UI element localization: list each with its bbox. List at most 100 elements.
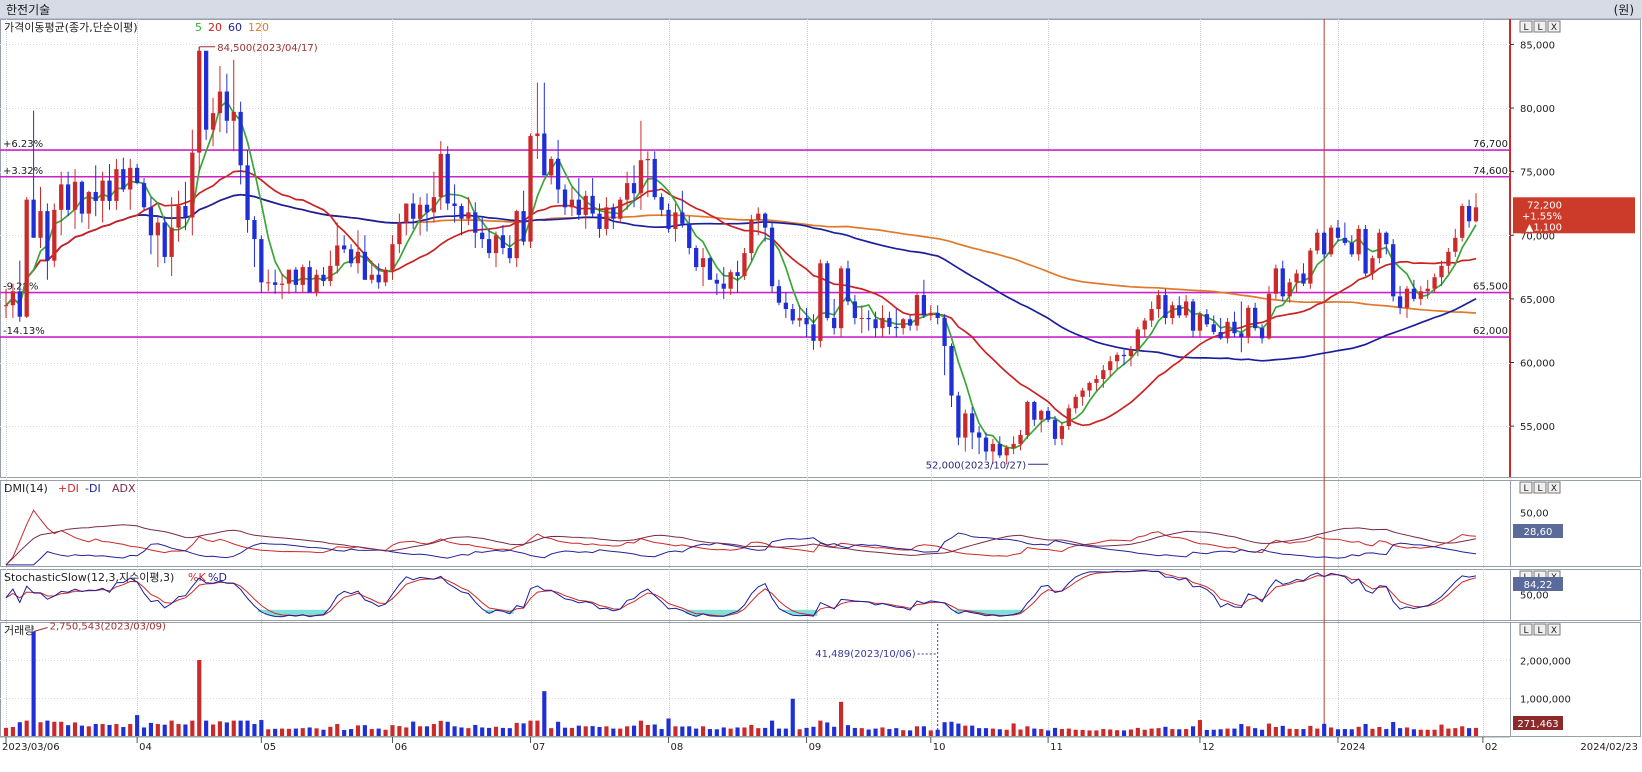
volume-bar — [1259, 729, 1265, 736]
volume-bar — [1335, 729, 1341, 736]
volume-bar — [977, 728, 982, 736]
panel-control-label[interactable]: L — [1537, 23, 1542, 33]
candle-body — [342, 245, 347, 250]
volume-legend-title: 거래량 — [4, 624, 34, 637]
candle-body — [583, 195, 588, 215]
volume-bar — [355, 725, 361, 736]
candle-body — [776, 286, 782, 303]
volume-bar — [535, 720, 540, 736]
volume-bar — [1011, 723, 1016, 736]
volume-bar — [155, 724, 160, 736]
candle-body — [480, 232, 485, 240]
panel-control-button — [1519, 20, 1533, 33]
stock-chart: LLXLLXLLXLLX 가격이동평균(종가,단순이평)5206012076,7… — [0, 19, 1641, 753]
candle-body — [1101, 370, 1106, 380]
oversold-fill — [810, 609, 818, 617]
volume-bar — [1253, 728, 1258, 736]
panel-control-label[interactable]: L — [1523, 484, 1528, 494]
candle-body — [1308, 250, 1313, 284]
candle-body — [452, 203, 457, 207]
volume-bar — [38, 722, 43, 736]
candle-body — [507, 248, 512, 259]
volume-bar — [1128, 729, 1133, 736]
candle-body — [852, 301, 858, 318]
volume-bar — [383, 729, 388, 736]
volume-bar — [949, 721, 954, 736]
volume-tick-label: 2,000,000 — [1520, 657, 1571, 668]
candle-body — [10, 291, 16, 306]
volume-bar — [1439, 724, 1444, 736]
candle-body — [956, 395, 961, 438]
volume-bar — [231, 720, 236, 736]
volume-bar — [135, 715, 140, 736]
candle-body — [1142, 320, 1147, 330]
candle-body — [673, 212, 678, 229]
price-legend-title: 가격이동평균(종가,단순이평) — [4, 21, 138, 34]
candle-body — [631, 183, 637, 194]
volume-bar — [1308, 725, 1313, 736]
candle-body — [1363, 228, 1368, 274]
panel-control-label[interactable]: X — [1551, 626, 1557, 636]
candle-body — [949, 345, 954, 396]
volume-bar — [1273, 726, 1278, 736]
volume-bar — [176, 724, 181, 736]
volume-bar — [480, 727, 485, 736]
panel-control-label[interactable]: L — [1523, 626, 1528, 636]
volume-bar — [362, 725, 367, 736]
x-tick-label: 02 — [1485, 742, 1498, 753]
hline-pct-label: +6.23% — [3, 139, 43, 150]
panel-control-label[interactable]: X — [1551, 23, 1557, 33]
volume-bar — [873, 728, 878, 736]
volume-bar — [1446, 728, 1451, 736]
volume-bar — [1218, 729, 1223, 736]
volume-bar — [700, 726, 706, 736]
volume-bar — [852, 727, 857, 736]
volume-bar — [452, 726, 457, 736]
dmi-legend-series: -DI — [85, 482, 101, 495]
candle-body — [576, 199, 581, 215]
panel-frame — [0, 569, 1511, 621]
candle-body — [763, 213, 768, 228]
volume-bar — [335, 724, 340, 736]
panel-control-label[interactable]: X — [1551, 484, 1557, 494]
panel-control-label[interactable]: L — [1537, 626, 1542, 636]
volume-bar — [714, 729, 719, 736]
candle-body — [100, 180, 105, 201]
volume-bar — [1266, 723, 1272, 736]
candle-body — [1114, 354, 1120, 362]
volume-bar — [1411, 729, 1416, 736]
candle-body — [1473, 207, 1479, 222]
price-legend-period: 120 — [248, 21, 269, 34]
candle-body — [1328, 227, 1334, 255]
volume-bar — [266, 729, 271, 736]
volume-bar — [963, 725, 968, 736]
oversold-fill — [803, 609, 811, 616]
hline-pct-label: -9.28% — [3, 282, 38, 293]
volume-bar — [438, 720, 443, 736]
volume-bar — [45, 720, 50, 736]
oversold-fill — [996, 609, 1004, 617]
volume-tick-label: 1,000,000 — [1520, 695, 1571, 706]
candle-body — [680, 212, 685, 224]
volume-bar — [114, 724, 119, 736]
panel-control-label[interactable]: L — [1523, 23, 1528, 33]
candle-body — [1045, 410, 1051, 420]
candle-body — [1439, 265, 1444, 278]
candle-body — [638, 160, 644, 194]
oversold-fill — [727, 609, 735, 614]
volume-bar — [431, 724, 436, 736]
volume-bar — [424, 726, 430, 736]
candle-body — [866, 317, 871, 320]
candle-body — [1391, 244, 1396, 297]
candle-body — [307, 267, 312, 293]
hline-pct-label: -14.13% — [3, 326, 45, 337]
panel-control-button — [1547, 20, 1561, 33]
panel-control-label[interactable]: L — [1537, 484, 1542, 494]
price-legend-period: 60 — [228, 21, 242, 34]
candle-body — [397, 222, 402, 245]
candle-body — [424, 204, 430, 213]
candle-body — [404, 203, 409, 223]
candle-body — [59, 184, 64, 210]
volume-bar — [1149, 728, 1154, 736]
volume-bar — [1066, 728, 1071, 736]
